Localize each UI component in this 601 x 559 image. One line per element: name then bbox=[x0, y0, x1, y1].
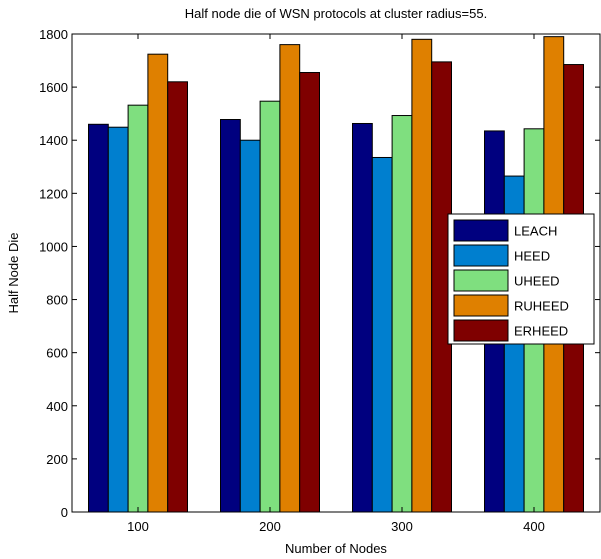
legend-swatch-uheed bbox=[453, 269, 509, 292]
x-tick-label: 100 bbox=[127, 519, 149, 534]
axes-box bbox=[71, 33, 601, 513]
x-axis-label: Number of Nodes bbox=[285, 541, 387, 556]
legend-label-uheed: UHEED bbox=[514, 274, 560, 289]
bar-leach-300 bbox=[352, 122, 373, 513]
bar-heed-200 bbox=[239, 139, 261, 513]
bar-uheed-100 bbox=[127, 104, 149, 513]
bar-heed-300 bbox=[371, 156, 393, 513]
chart-title: Half node die of WSN protocols at cluste… bbox=[185, 6, 487, 21]
y-ticks: 0 200 400 600 800 1000 1200 1400 1600 1800 bbox=[39, 27, 600, 520]
bar-uheed-300 bbox=[391, 115, 413, 513]
legend-swatch-erheed bbox=[453, 319, 509, 342]
bar-leach-200 bbox=[220, 119, 241, 513]
y-tick-label: 1200 bbox=[39, 186, 68, 201]
bar-ruheed-300 bbox=[411, 38, 433, 513]
bar-heed-100 bbox=[107, 126, 129, 513]
legend-label-erheed: ERHEED bbox=[514, 324, 568, 339]
x-tick-label: 400 bbox=[523, 519, 545, 534]
legend-label-ruheed: RUHEED bbox=[514, 299, 569, 314]
legend: LEACH HEED UHEED RUHEED ERHEED bbox=[447, 213, 595, 345]
bar-ruheed-100 bbox=[147, 53, 169, 513]
legend-swatch-ruheed bbox=[453, 294, 509, 317]
y-tick-label: 0 bbox=[61, 505, 68, 520]
legend-label-heed: HEED bbox=[514, 249, 550, 264]
y-tick-label: 1000 bbox=[39, 239, 68, 254]
bar-uheed-200 bbox=[259, 100, 281, 513]
x-tick-label: 200 bbox=[259, 519, 281, 534]
y-tick-label: 1400 bbox=[39, 133, 68, 148]
x-tick-label: 300 bbox=[391, 519, 413, 534]
bar-ruheed-200 bbox=[279, 44, 301, 513]
y-tick-label: 600 bbox=[46, 346, 68, 361]
axes-layer bbox=[71, 33, 601, 513]
y-tick-label: 400 bbox=[46, 399, 68, 414]
y-tick-label: 200 bbox=[46, 452, 68, 467]
x-ticks: 100 200 300 400 bbox=[127, 34, 545, 534]
y-axis-label: Half Node Die bbox=[6, 233, 21, 314]
bar-erheed-100 bbox=[167, 81, 188, 513]
y-tick-label: 1800 bbox=[39, 27, 68, 42]
y-tick-label: 800 bbox=[46, 293, 68, 308]
legend-label-leach: LEACH bbox=[514, 224, 557, 239]
y-tick-label: 1600 bbox=[39, 80, 68, 95]
bar-leach-100 bbox=[88, 123, 109, 513]
legend-swatch-leach bbox=[453, 219, 509, 242]
bar-erheed-200 bbox=[299, 72, 321, 513]
legend-swatch-heed bbox=[453, 244, 509, 267]
